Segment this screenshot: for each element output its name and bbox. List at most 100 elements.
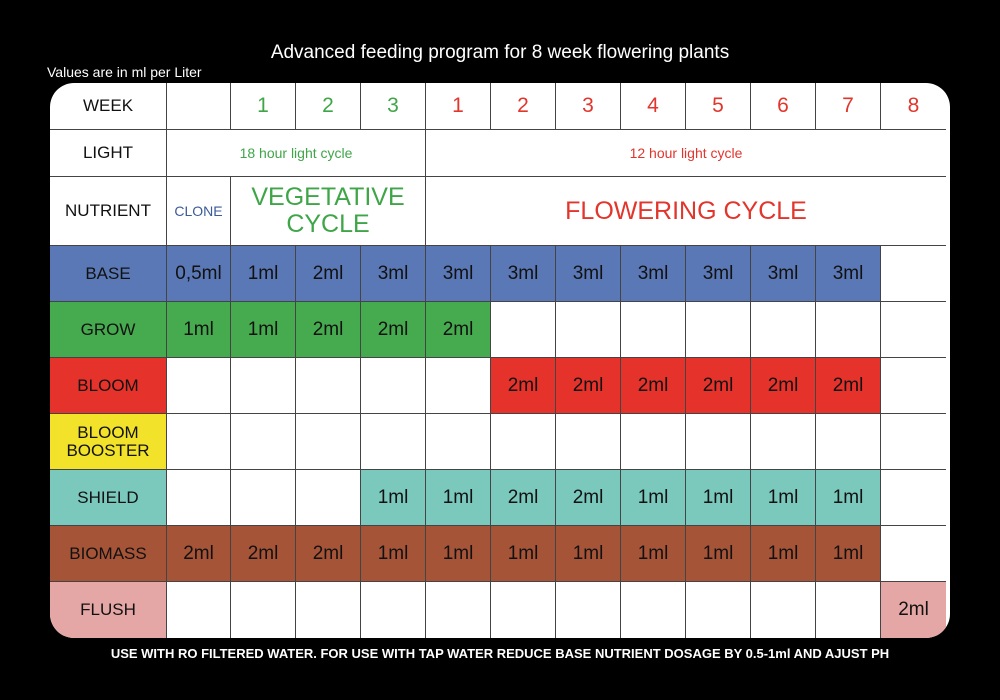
dose-cell-grow-7 (556, 302, 621, 358)
dose-cell-flush-7 (556, 582, 621, 638)
dose-cell-grow-10 (751, 302, 816, 358)
dose-cell-shield-7: 2ml (556, 470, 621, 526)
dose-cell-grow-9 (686, 302, 751, 358)
units-note: Values are in ml per Liter (47, 64, 202, 80)
dose-cell-flush-5 (426, 582, 491, 638)
nutrient-row-label-bloom: BLOOM (50, 358, 167, 414)
dose-cell-bloom-3 (296, 358, 361, 414)
dose-cell-base-7: 3ml (556, 246, 621, 302)
dose-cell-bloom-12 (881, 358, 946, 414)
dose-cell-bloom-9: 2ml (686, 358, 751, 414)
nutrient-row-label-base: BASE (50, 246, 167, 302)
dose-cell-base-12 (881, 246, 946, 302)
dose-cell-biomass-9: 1ml (686, 526, 751, 582)
usage-note: USE WITH RO FILTERED WATER. FOR USE WITH… (110, 646, 890, 661)
nutrient-row-label-grow: GROW (50, 302, 167, 358)
dose-cell-grow-11 (816, 302, 881, 358)
dose-cell-base-1: 0,5ml (167, 246, 231, 302)
dose-cell-shield-8: 1ml (621, 470, 686, 526)
dose-cell-shield-4: 1ml (361, 470, 426, 526)
dose-cell-bloom-5 (426, 358, 491, 414)
dose-cell-bloom-booster-1 (167, 414, 231, 470)
nutrient-row-label-flush: FLUSH (50, 582, 167, 638)
week-veg-2: 2 (296, 83, 361, 130)
dose-cell-bloom-booster-6 (491, 414, 556, 470)
dose-cell-biomass-5: 1ml (426, 526, 491, 582)
dose-cell-bloom-booster-5 (426, 414, 491, 470)
dose-cell-biomass-2: 2ml (231, 526, 296, 582)
dose-cell-bloom-booster-4 (361, 414, 426, 470)
week-clone-empty (167, 83, 231, 130)
dose-cell-bloom-booster-3 (296, 414, 361, 470)
chart-title: Advanced feeding program for 8 week flow… (270, 42, 730, 63)
dose-cell-bloom-7: 2ml (556, 358, 621, 414)
week-flower-6: 6 (751, 83, 816, 130)
dose-cell-biomass-1: 2ml (167, 526, 231, 582)
dose-cell-bloom-booster-10 (751, 414, 816, 470)
dose-cell-grow-12 (881, 302, 946, 358)
dose-cell-biomass-4: 1ml (361, 526, 426, 582)
dose-cell-base-6: 3ml (491, 246, 556, 302)
dose-cell-base-3: 2ml (296, 246, 361, 302)
dose-cell-bloom-booster-7 (556, 414, 621, 470)
dose-cell-bloom-6: 2ml (491, 358, 556, 414)
flowering-cycle-label: FLOWERING CYCLE (426, 177, 946, 246)
dose-cell-bloom-8: 2ml (621, 358, 686, 414)
dose-cell-shield-12 (881, 470, 946, 526)
clone-label: CLONE (167, 177, 231, 246)
dose-cell-shield-10: 1ml (751, 470, 816, 526)
dose-cell-bloom-2 (231, 358, 296, 414)
week-veg-1: 1 (231, 83, 296, 130)
dose-cell-bloom-booster-2 (231, 414, 296, 470)
dose-cell-flush-9 (686, 582, 751, 638)
dose-cell-flush-8 (621, 582, 686, 638)
dose-cell-base-2: 1ml (231, 246, 296, 302)
dose-cell-biomass-3: 2ml (296, 526, 361, 582)
dose-cell-base-5: 3ml (426, 246, 491, 302)
dose-cell-flush-2 (231, 582, 296, 638)
dose-cell-flush-4 (361, 582, 426, 638)
dose-cell-shield-6: 2ml (491, 470, 556, 526)
dose-cell-bloom-booster-9 (686, 414, 751, 470)
dose-cell-shield-11: 1ml (816, 470, 881, 526)
week-flower-7: 7 (816, 83, 881, 130)
feeding-table: WEEK 1 2 3 1 2 3 4 5 6 7 8 LIGHT 18 hour… (50, 83, 946, 638)
dose-cell-base-8: 3ml (621, 246, 686, 302)
dose-cell-grow-5: 2ml (426, 302, 491, 358)
dose-cell-flush-3 (296, 582, 361, 638)
dose-cell-bloom-booster-12 (881, 414, 946, 470)
vegetative-cycle-label: VEGETATIVE CYCLE (231, 177, 426, 246)
week-flower-4: 4 (621, 83, 686, 130)
dose-cell-bloom-4 (361, 358, 426, 414)
nutrient-row-label-biomass: BIOMASS (50, 526, 167, 582)
dose-cell-flush-11 (816, 582, 881, 638)
dose-cell-flush-12: 2ml (881, 582, 946, 638)
light-cycle-flower: 12 hour light cycle (426, 130, 946, 177)
feeding-table-card: WEEK 1 2 3 1 2 3 4 5 6 7 8 LIGHT 18 hour… (50, 83, 950, 638)
dose-cell-grow-1: 1ml (167, 302, 231, 358)
dose-cell-shield-9: 1ml (686, 470, 751, 526)
dose-cell-bloom-1 (167, 358, 231, 414)
dose-cell-biomass-12 (881, 526, 946, 582)
dose-cell-bloom-11: 2ml (816, 358, 881, 414)
dose-cell-base-9: 3ml (686, 246, 751, 302)
dose-cell-grow-2: 1ml (231, 302, 296, 358)
dose-cell-flush-1 (167, 582, 231, 638)
week-flower-3: 3 (556, 83, 621, 130)
dose-cell-flush-6 (491, 582, 556, 638)
dose-cell-biomass-7: 1ml (556, 526, 621, 582)
dose-cell-flush-10 (751, 582, 816, 638)
dose-cell-biomass-8: 1ml (621, 526, 686, 582)
dose-cell-base-10: 3ml (751, 246, 816, 302)
dose-cell-grow-6 (491, 302, 556, 358)
dose-cell-bloom-booster-11 (816, 414, 881, 470)
light-cycle-veg: 18 hour light cycle (167, 130, 426, 177)
dose-cell-grow-4: 2ml (361, 302, 426, 358)
week-flower-2: 2 (491, 83, 556, 130)
light-label: LIGHT (50, 130, 167, 177)
dose-cell-base-4: 3ml (361, 246, 426, 302)
nutrient-row-label-shield: SHIELD (50, 470, 167, 526)
dose-cell-shield-1 (167, 470, 231, 526)
nutrient-label: NUTRIENT (50, 177, 167, 246)
nutrient-row-label-bloom-booster: BLOOM BOOSTER (50, 414, 167, 470)
